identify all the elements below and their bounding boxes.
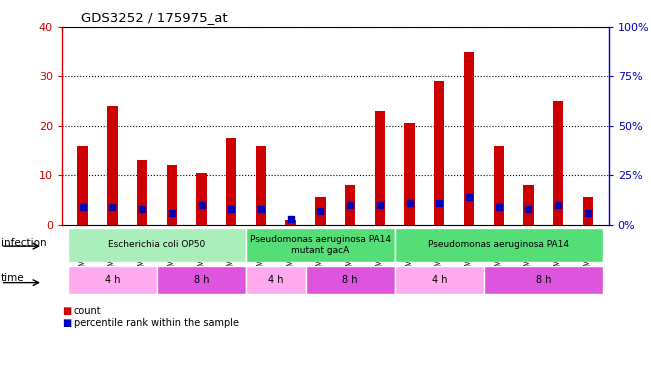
Text: ■: ■ <box>62 306 71 316</box>
Text: 4 h: 4 h <box>268 275 284 285</box>
Bar <box>246 228 395 262</box>
Point <box>107 204 118 210</box>
Text: percentile rank within the sample: percentile rank within the sample <box>74 318 238 328</box>
Point <box>137 206 147 212</box>
Bar <box>395 266 484 294</box>
Bar <box>395 228 603 262</box>
Text: ■: ■ <box>62 318 71 328</box>
Bar <box>493 146 504 225</box>
Bar <box>197 173 207 225</box>
Point <box>583 210 593 216</box>
Text: 4 h: 4 h <box>432 275 447 285</box>
Point <box>226 206 236 212</box>
Bar <box>107 106 118 225</box>
Text: 8 h: 8 h <box>342 275 358 285</box>
Text: GDS3252 / 175975_at: GDS3252 / 175975_at <box>81 12 228 25</box>
Text: time: time <box>1 273 24 283</box>
Text: Escherichia coli OP50: Escherichia coli OP50 <box>108 240 206 250</box>
Bar <box>77 146 88 225</box>
Point <box>374 202 385 208</box>
Bar <box>256 146 266 225</box>
Point <box>315 208 326 214</box>
Bar <box>484 266 603 294</box>
Bar <box>246 266 305 294</box>
Bar <box>315 197 326 225</box>
Bar <box>464 51 474 225</box>
Text: 8 h: 8 h <box>194 275 209 285</box>
Point <box>256 206 266 212</box>
Bar <box>345 185 355 225</box>
Point <box>286 216 296 222</box>
Point <box>404 200 415 206</box>
Point <box>434 200 445 206</box>
Point <box>523 206 534 212</box>
Text: Pseudomonas aeruginosa PA14
mutant gacA: Pseudomonas aeruginosa PA14 mutant gacA <box>250 235 391 255</box>
Point <box>464 194 474 200</box>
Bar <box>404 123 415 225</box>
Text: 8 h: 8 h <box>536 275 551 285</box>
Bar <box>374 111 385 225</box>
Text: Pseudomonas aeruginosa PA14: Pseudomonas aeruginosa PA14 <box>428 240 569 250</box>
Point <box>345 202 355 208</box>
Bar <box>68 266 157 294</box>
Bar <box>167 166 177 225</box>
Point <box>493 204 504 210</box>
Bar <box>553 101 563 225</box>
Bar <box>523 185 534 225</box>
Point <box>553 202 563 208</box>
Text: count: count <box>74 306 101 316</box>
Point <box>77 204 88 210</box>
Bar <box>434 81 445 225</box>
Text: infection: infection <box>1 238 46 248</box>
Bar <box>157 266 246 294</box>
Bar <box>305 266 395 294</box>
Bar <box>286 220 296 225</box>
Point <box>167 210 177 216</box>
Bar <box>68 228 246 262</box>
Bar <box>583 197 593 225</box>
Point <box>197 202 207 208</box>
Text: 4 h: 4 h <box>105 275 120 285</box>
Bar <box>137 161 147 225</box>
Bar <box>226 138 236 225</box>
